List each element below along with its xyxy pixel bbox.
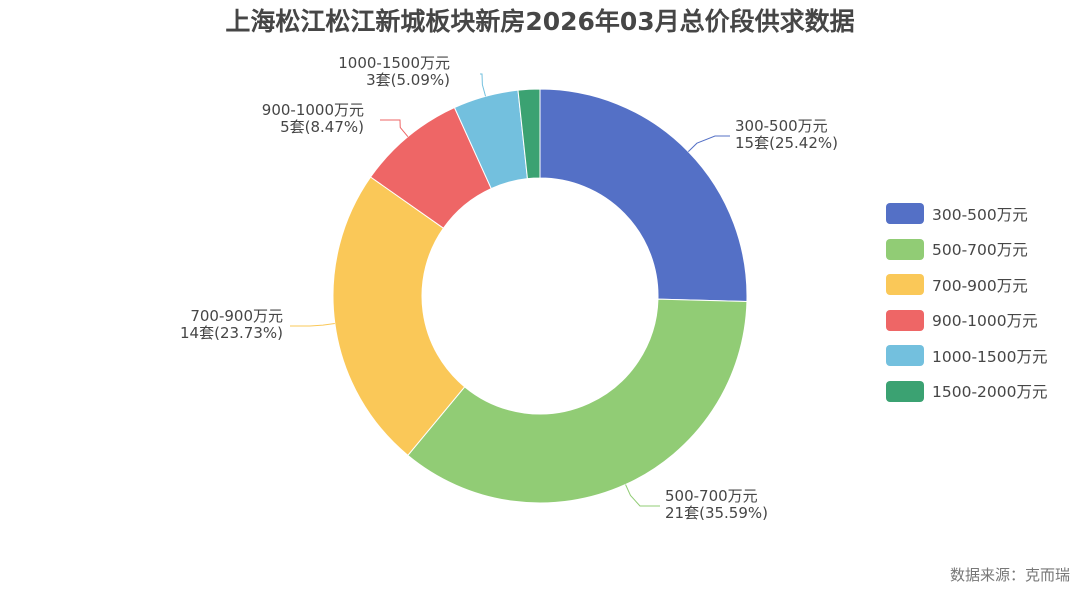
label-detail: 3套(5.09%) (366, 71, 450, 89)
leader-line (687, 135, 730, 152)
slice-500-700万元[interactable] (407, 298, 748, 504)
legend-label: 1000-1500万元 (932, 347, 1048, 366)
label-detail: 21套(35.59%) (665, 504, 768, 522)
legend-label: 700-900万元 (932, 276, 1028, 295)
leader-line (625, 484, 660, 507)
legend-swatch (886, 345, 924, 367)
legend: 300-500万元 500-700万元 700-900万元 900-1000万元… (886, 196, 1048, 409)
label-name: 300-500万元 (735, 117, 828, 135)
legend-swatch (886, 203, 924, 225)
slice-label-1000-1500: 1000-1500万元 3套(5.09%) (338, 55, 450, 89)
legend-label: 900-1000万元 (932, 312, 1038, 331)
label-name: 900-1000万元 (261, 101, 364, 119)
slice-label-300-500: 300-500万元 15套(25.42%) (735, 118, 838, 152)
slice-1500-2000万元[interactable] (517, 88, 541, 180)
label-detail: 14套(23.73%) (180, 324, 283, 342)
label-name: 500-700万元 (665, 487, 758, 505)
legend-item-300-500[interactable]: 300-500万元 (886, 196, 1048, 232)
legend-label: 500-700万元 (932, 241, 1028, 260)
legend-item-700-900[interactable]: 700-900万元 (886, 267, 1048, 303)
slice-label-700-900: 700-900万元 14套(23.73%) (180, 308, 283, 342)
legend-swatch (886, 274, 924, 296)
chart-title: 上海松江松江新城板块新房2026年03月总价段供求数据 (225, 7, 855, 36)
legend-item-1000-1500[interactable]: 1000-1500万元 (886, 338, 1048, 374)
slice-label-900-1000: 900-1000万元 5套(8.47%) (262, 102, 364, 136)
slice-700-900万元[interactable] (332, 176, 466, 457)
label-name: 1000-1500万元 (338, 54, 450, 72)
leader-line (480, 73, 487, 97)
legend-swatch (886, 309, 924, 331)
data-source: 数据来源：克而瑞 (949, 566, 1070, 584)
legend-swatch (886, 380, 924, 402)
leader-line (380, 119, 409, 137)
label-detail: 5套(8.47%) (280, 118, 364, 136)
legend-item-1500-2000[interactable]: 1500-2000万元 (886, 374, 1048, 410)
legend-label: 300-500万元 (932, 205, 1028, 224)
legend-item-500-700[interactable]: 500-700万元 (886, 232, 1048, 268)
legend-item-900-1000[interactable]: 900-1000万元 (886, 303, 1048, 339)
legend-swatch (886, 238, 924, 260)
slice-label-500-700: 500-700万元 21套(35.59%) (665, 488, 768, 522)
label-detail: 15套(25.42%) (735, 134, 838, 152)
label-name: 700-900万元 (190, 307, 283, 325)
legend-label: 1500-2000万元 (932, 383, 1048, 402)
slice-300-500万元[interactable] (539, 88, 748, 303)
leader-line (290, 322, 335, 327)
